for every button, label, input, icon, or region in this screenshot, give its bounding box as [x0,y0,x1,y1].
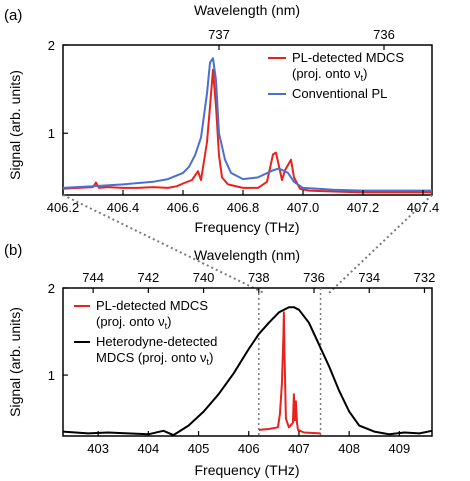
panel-a: (a) Wavelength (nm) Signal (arb. units) … [4,2,439,235]
panel-a-ytick-label: 2 [48,38,55,53]
panel-b-top-tick-label: 732 [414,270,436,285]
panel-b: (b) Wavelength (nm) Signal (arb. units) … [4,242,435,478]
panel-b-top-tick-label: 740 [193,270,215,285]
panel-a-top-tick-label: 737 [208,27,230,42]
panel-b-series-0-line [62,306,433,437]
panel-a-xtick-label: 406.2 [47,200,80,215]
panel-a-plot-frame [62,44,433,196]
connector-left [62,194,265,294]
panel-a-xtick-label: 406.6 [167,200,200,215]
connector-lines [62,194,433,294]
panel-a-legend-label-0-cont: (proj. onto νt) [292,66,368,83]
panel-a-xlabel: Frequency (THz) [194,219,299,235]
panel-b-xtick-label: 407 [288,441,310,456]
panel-b-top-axis-label: Wavelength (nm) [194,247,300,263]
panel-a-label: (a) [4,7,22,24]
panel-b-top-tick-label: 738 [248,270,270,285]
panel-b-xtick-label: 404 [137,441,159,456]
panel-b-ytick-label: 1 [48,368,55,383]
panel-b-top-tick-label: 736 [303,270,325,285]
panel-a-series-1-line [62,57,432,192]
panel-a-legend-label-1: Conventional PL [292,86,387,101]
panel-b-legend-label-0-cont: (proj. onto νt) [96,314,172,331]
panel-b-xtick-label: 405 [188,441,210,456]
connector-right [328,194,433,294]
panel-a-series-0-line [62,68,432,194]
panel-b-series-1-line [258,311,321,435]
panel-b-xtick-label: 409 [389,441,411,456]
panel-a-ylabel: Signal (arb. units) [7,70,23,180]
panel-a-top-axis-label: Wavelength (nm) [194,2,300,18]
panel-a-xtick-label: 407.0 [287,200,320,215]
panel-b-top-tick-label: 744 [82,270,104,285]
panel-a-ytick-label: 1 [48,126,55,141]
panel-a-top-tick-label: 736 [373,27,395,42]
panel-b-ylabel: Signal (arb. units) [7,307,23,417]
panel-b-legend-label-1: Heterodyne-detected [96,334,217,349]
panel-a-xtick-label: 406.4 [107,200,140,215]
panel-b-xtick-label: 408 [338,441,360,456]
panel-a-xtick-label: 407.4 [407,200,440,215]
panel-b-plot-frame [62,287,433,437]
panel-a-xtick-label: 406.8 [227,200,260,215]
panel-b-xlabel: Frequency (THz) [194,462,299,478]
panel-b-legend-label-0: PL-detected MDCS [96,298,208,313]
panel-a-legend-label-0: PL-detected MDCS [292,50,404,65]
panel-b-xtick-label: 403 [87,441,109,456]
panel-b-label: (b) [4,242,22,259]
panel-b-top-tick-label: 742 [137,270,159,285]
panel-b-xtick-label: 406 [238,441,260,456]
panel-b-top-tick-label: 734 [358,270,380,285]
panel-b-legend-label-1-cont: MDCS (proj. onto νt) [96,350,213,367]
panel-a-xtick-label: 407.2 [347,200,380,215]
panel-b-ytick-label: 2 [48,281,55,296]
